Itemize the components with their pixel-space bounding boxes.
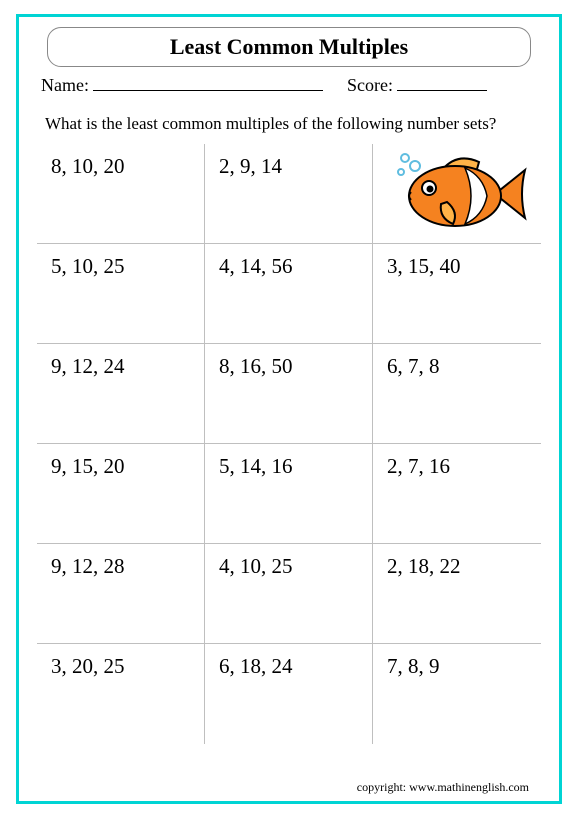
problem-cell: 5, 10, 25 bbox=[37, 244, 205, 344]
worksheet-frame: Least Common Multiples Name: Score: What… bbox=[16, 14, 562, 804]
problem-cell: 6, 18, 24 bbox=[205, 644, 373, 744]
worksheet-title: Least Common Multiples bbox=[170, 34, 408, 59]
meta-row: Name: Score: bbox=[41, 75, 537, 96]
problem-cell: 2, 9, 14 bbox=[205, 144, 373, 244]
problem-cell: 7, 8, 9 bbox=[373, 644, 541, 744]
problem-cell: 9, 12, 24 bbox=[37, 344, 205, 444]
score-blank[interactable] bbox=[397, 90, 487, 91]
fish-icon bbox=[387, 146, 527, 238]
fish-image-cell bbox=[373, 144, 541, 244]
name-label: Name: bbox=[41, 75, 89, 96]
problem-cell: 3, 20, 25 bbox=[37, 644, 205, 744]
problem-grid: 8, 10, 20 2, 9, 14 bbox=[37, 144, 541, 744]
problem-cell: 4, 14, 56 bbox=[205, 244, 373, 344]
problem-cell: 2, 18, 22 bbox=[373, 544, 541, 644]
problem-cell: 8, 10, 20 bbox=[37, 144, 205, 244]
title-box: Least Common Multiples bbox=[47, 27, 531, 67]
question-text: What is the least common multiples of th… bbox=[45, 114, 541, 134]
problem-cell: 9, 15, 20 bbox=[37, 444, 205, 544]
score-label: Score: bbox=[347, 75, 393, 96]
problem-cell: 5, 14, 16 bbox=[205, 444, 373, 544]
problem-cell: 4, 10, 25 bbox=[205, 544, 373, 644]
problem-cell: 8, 16, 50 bbox=[205, 344, 373, 444]
problem-cell: 6, 7, 8 bbox=[373, 344, 541, 444]
problem-cell: 9, 12, 28 bbox=[37, 544, 205, 644]
problem-cell: 2, 7, 16 bbox=[373, 444, 541, 544]
name-blank[interactable] bbox=[93, 90, 323, 91]
problem-cell: 3, 15, 40 bbox=[373, 244, 541, 344]
copyright-text: copyright: www.mathinenglish.com bbox=[357, 780, 529, 795]
